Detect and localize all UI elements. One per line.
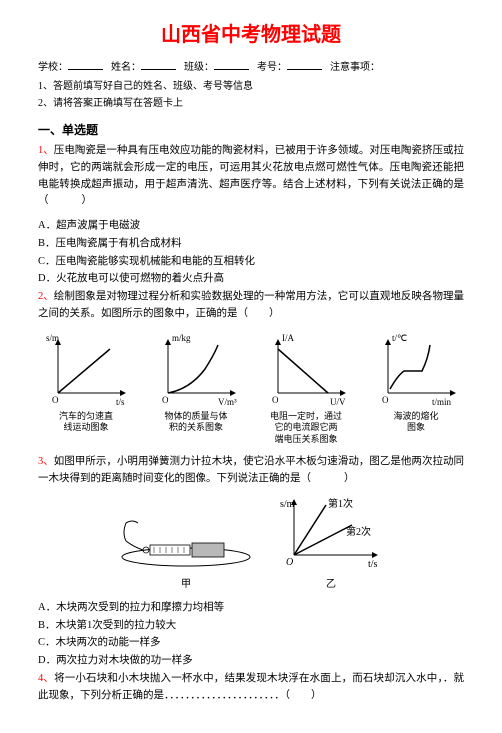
figure-yi-label: 乙: [276, 577, 386, 592]
q4-text: 将一小石块和小木块抛入一杯水中，结果发现木块浮在水面上，而石块却沉入水中，．就此…: [38, 673, 464, 701]
question-4: 4、将一小石块和小木块抛入一杯水中，结果发现木块浮在水面上，而石块却沉入水中，．…: [38, 671, 464, 705]
chart-d-svg: t/℃ O t/min: [370, 331, 462, 409]
q2-number: 2、: [38, 291, 54, 302]
chart-b-xlabel: V/m³: [218, 397, 237, 407]
figure-jia-label: 甲: [116, 577, 256, 592]
q1-option-b: B．压电陶瓷属于有机合成材料: [38, 236, 464, 252]
figure-jia: 甲: [116, 509, 256, 592]
chart-b-ylabel: m/kg: [172, 333, 191, 343]
name-label: 姓名：: [111, 60, 141, 75]
notice-1: 1、答题前填写好自己的姓名、班级、考号等信息: [38, 79, 464, 94]
chart-d-caption: 海波的熔化 图象: [393, 411, 438, 434]
chart-c-ylabel: I/A: [282, 333, 294, 343]
exam-title: 山西省中考物理试题: [38, 20, 464, 50]
figure-yi: s/m O t/s 第1次 第2次 乙: [276, 495, 386, 592]
header-fields: 学校： 姓名： 班级： 考号： 注意事项：: [38, 60, 464, 75]
chart-b-caption: 物体的质量与体 积的关系图象: [164, 411, 227, 434]
chart-c-xlabel: U/V: [330, 397, 346, 407]
svg-text:O: O: [52, 395, 59, 405]
svg-text:O: O: [286, 557, 293, 568]
notice-label: 注意事项：: [330, 60, 380, 75]
q4-number: 4、: [38, 673, 54, 684]
chart-a-svg: s/m O t/s: [40, 331, 132, 409]
q2-text: 绘制图象是对物理过程分析和实验数据处理的一种常用方法，它可以直观地反映各物理量之…: [38, 291, 464, 319]
q1-number: 1、: [38, 145, 54, 156]
chart-c: I/A O U/V 电阻一定时，通过 它的电流跟它两 端电压关系图象: [258, 331, 354, 446]
q3-figures: 甲 s/m O t/s 第1次 第2次 乙: [38, 495, 464, 592]
figure-jia-svg: [116, 509, 256, 571]
section-1-header: 一、单选题: [38, 121, 464, 139]
chart-c-caption: 电阻一定时，通过 它的电流跟它两 端电压关系图象: [270, 411, 342, 446]
class-label: 班级：: [184, 60, 214, 75]
line1-label: 第1次: [328, 497, 353, 510]
chart-d-xlabel: t/min: [432, 397, 452, 407]
question-3: 3、如图甲所示，小明用弹簧测力计拉木块，使它沿水平木板匀速滑动，图乙是他两次拉动…: [38, 454, 464, 488]
chart-c-svg: I/A O U/V: [260, 331, 352, 409]
chart-a-caption: 汽车的匀速直 线运动图象: [59, 411, 113, 434]
chart-b: m/kg O V/m³ 物体的质量与体 积的关系图象: [148, 331, 244, 446]
q3-option-b: B．木块第1次受到的拉力较大: [38, 618, 464, 634]
figure-yi-svg: s/m O t/s 第1次 第2次: [276, 495, 386, 571]
q1-option-a: A．超声波属于电磁波: [38, 218, 464, 234]
school-label: 学校：: [38, 60, 68, 75]
q1-text: 压电陶瓷是一种具有压电效应功能的陶瓷材料，已被用于许多领域。对压电陶瓷挤压或拉伸…: [38, 145, 464, 190]
q3-option-d: D．两次拉力对木块做的功一样多: [38, 653, 464, 669]
q3-option-a: A．木块两次受到的拉力和摩擦力均相等: [38, 600, 464, 616]
q1-blank: （ ）: [38, 195, 96, 206]
chart-a-xlabel: t/s: [116, 397, 125, 407]
chart-a: s/m O t/s 汽车的匀速直 线运动图象: [38, 331, 134, 446]
q3-blank: （ ）: [301, 473, 359, 484]
svg-text:O: O: [382, 395, 389, 405]
line2-label: 第2次: [346, 525, 371, 538]
q3-number: 3、: [38, 456, 54, 467]
q1-option-c: C．压电陶瓷能够实现机械能和电能的互相转化: [38, 254, 464, 270]
charts-row: s/m O t/s 汽车的匀速直 线运动图象 m/kg O V/m³ 物体的质量…: [38, 331, 464, 446]
question-1: 1、压电陶瓷是一种具有压电效应功能的陶瓷材料，已被用于许多领域。对压电陶瓷挤压或…: [38, 143, 464, 210]
q3-text: 如图甲所示，小明用弹簧测力计拉木块，使它沿水平木板匀速滑动，图乙是他两次拉动同一…: [38, 456, 464, 484]
chart-d: t/℃ O t/min 海波的熔化 图象: [368, 331, 464, 446]
svg-text:O: O: [272, 395, 279, 405]
chart-d-ylabel: t/℃: [392, 333, 407, 343]
exam-no-label: 考号：: [257, 60, 287, 75]
question-2: 2、绘制图象是对物理过程分析和实验数据处理的一种常用方法，它可以直观地反映各物理…: [38, 289, 464, 323]
fig-yi-xlabel: t/s: [368, 559, 378, 570]
svg-text:O: O: [162, 395, 169, 405]
notice-2: 2、请将答案正确填写在答题卡上: [38, 96, 464, 111]
q1-option-d: D．火花放电可以使可燃物的着火点升高: [38, 271, 464, 287]
chart-b-svg: m/kg O V/m³: [150, 331, 242, 409]
